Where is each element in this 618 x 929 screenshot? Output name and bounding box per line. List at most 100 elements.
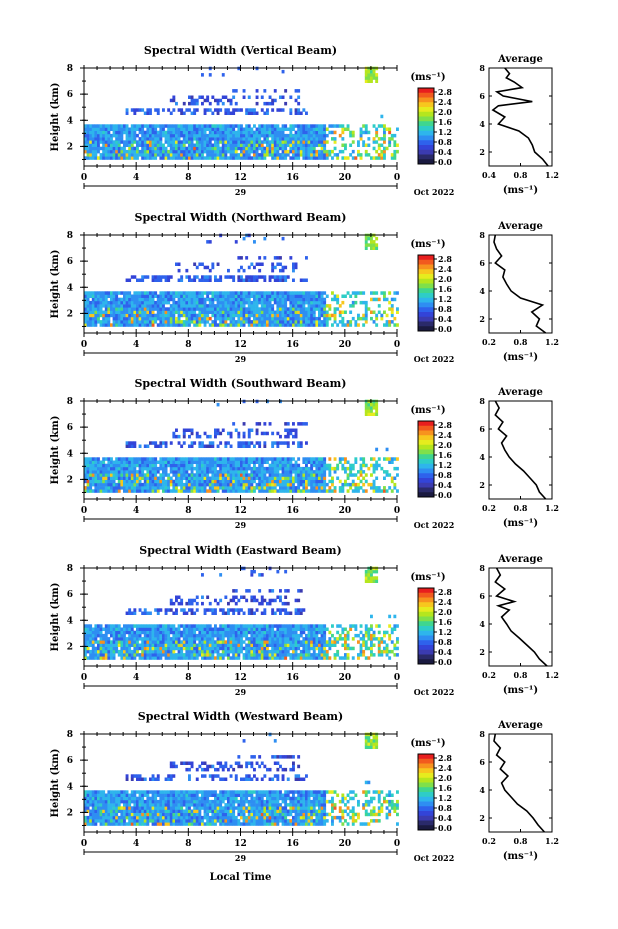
- heatmap-cell: [227, 643, 230, 647]
- heatmap-cell: [289, 304, 293, 308]
- heatmap-cell: [172, 137, 176, 141]
- heatmap-cell: [198, 156, 202, 160]
- heatmap-cell: [354, 323, 358, 327]
- heatmap-cell: [229, 316, 233, 321]
- heatmap-cell: [211, 313, 215, 318]
- heatmap-cell: [320, 457, 324, 461]
- heatmap-cell: [141, 304, 145, 308]
- heatmap-cell: [107, 643, 111, 647]
- heatmap-cell: [112, 294, 116, 298]
- heatmap-cell: [305, 476, 308, 480]
- heatmap-cell: [99, 463, 103, 468]
- heatmap-cell: [203, 307, 207, 311]
- heatmap-cell: [143, 466, 147, 471]
- heatmap-cell: [141, 153, 145, 157]
- x-tick-label: 16: [286, 173, 299, 183]
- heatmap-cell: [289, 466, 293, 471]
- heatmap-cell: [268, 486, 272, 490]
- heatmap-cell: [227, 489, 230, 493]
- heatmap-cell: [307, 473, 311, 477]
- heatmap-cell: [221, 479, 225, 484]
- heatmap-cell: [232, 633, 236, 638]
- heatmap-cell: [221, 130, 225, 135]
- heatmap-cell: [237, 307, 241, 311]
- x-tick-label: 4: [133, 506, 139, 516]
- heatmap-cell: [297, 466, 301, 471]
- heatmap-cell: [211, 133, 215, 138]
- heatmap-cell: [201, 124, 204, 128]
- heatmap-cell: [310, 476, 314, 480]
- heatmap-cell: [318, 310, 321, 314]
- heatmap-cell: [294, 323, 298, 327]
- heatmap-cell: [97, 627, 100, 631]
- heatmap-cell: [89, 489, 93, 493]
- heatmap-cell: [94, 637, 98, 641]
- heatmap-cell: [133, 146, 137, 151]
- heatmap-cell: [141, 310, 145, 314]
- heatmap-cell: [385, 473, 389, 477]
- heatmap-cell: [154, 137, 158, 141]
- heatmap-cell: [240, 265, 243, 270]
- heatmap-cell: [357, 486, 360, 490]
- heatmap-cell: [208, 291, 212, 295]
- heatmap-cell: [216, 643, 220, 647]
- heatmap-cell: [188, 601, 191, 606]
- heatmap-cell: [206, 643, 210, 647]
- heatmap-cell: [266, 489, 269, 493]
- heatmap-cell: [110, 156, 113, 160]
- heatmap-cell: [203, 630, 207, 635]
- heatmap-cell: [341, 316, 345, 321]
- heatmap-cell: [229, 624, 233, 628]
- heatmap-cell: [206, 630, 210, 635]
- heatmap-cell: [133, 489, 137, 493]
- heatmap-cell: [172, 656, 176, 660]
- heatmap-cell: [201, 482, 204, 487]
- heatmap-cell: [154, 466, 158, 471]
- heatmap-cell: [320, 489, 324, 493]
- heatmap-cell: [380, 291, 384, 295]
- heatmap-cell: [188, 101, 191, 106]
- heatmap-cell: [107, 124, 111, 128]
- heatmap-cell: [227, 297, 230, 302]
- heatmap-cell: [190, 428, 194, 432]
- heatmap-cell: [198, 643, 202, 647]
- heatmap-cell: [169, 320, 173, 324]
- heatmap-cell: [323, 140, 327, 144]
- heatmap-cell: [393, 156, 397, 160]
- heatmap-cell: [281, 441, 285, 445]
- heatmap-cell: [198, 149, 202, 154]
- heatmap-cell: [208, 108, 212, 112]
- heatmap-cell: [229, 637, 233, 641]
- heatmap-cell: [214, 124, 217, 128]
- heatmap-cell: [232, 608, 236, 612]
- heatmap-cell: [375, 79, 379, 83]
- heatmap-cell: [385, 320, 389, 324]
- heatmap-cell: [323, 127, 327, 131]
- heatmap-cell: [302, 323, 306, 327]
- heatmap-cell: [154, 320, 158, 324]
- heatmap-cell: [128, 297, 132, 302]
- heatmap-cell: [372, 479, 376, 484]
- heatmap-cell: [245, 470, 249, 474]
- heatmap-cell: [221, 466, 225, 471]
- heatmap-cell: [221, 146, 225, 151]
- heatmap-cell: [247, 294, 251, 298]
- heatmap-cell: [276, 130, 280, 135]
- heatmap-cell: [260, 262, 264, 266]
- colorbar-label: 2.0: [438, 107, 452, 117]
- heatmap-cell: [172, 304, 176, 308]
- heatmap-cell: [97, 457, 100, 461]
- heatmap-cell: [149, 310, 152, 314]
- heatmap-cell: [320, 130, 324, 135]
- heatmap-cell: [120, 466, 124, 471]
- heatmap-cell: [206, 653, 210, 657]
- heatmap-cell: [227, 137, 230, 141]
- heatmap-cell: [201, 95, 204, 99]
- heatmap-cell: [367, 406, 371, 410]
- heatmap-cell: [175, 595, 178, 599]
- heatmap-cell: [198, 441, 202, 445]
- heatmap-cell: [305, 291, 308, 295]
- heatmap-cell: [224, 146, 228, 151]
- heatmap-cell: [112, 146, 116, 151]
